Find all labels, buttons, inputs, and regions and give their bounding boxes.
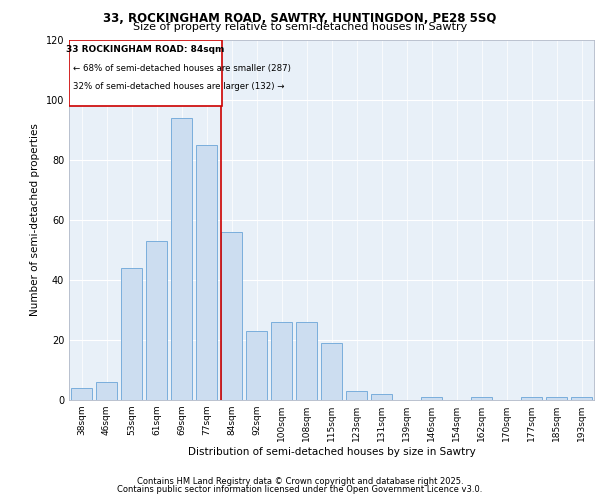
Bar	[546, 397, 567, 400]
Bar	[196, 145, 217, 400]
Bar	[471, 397, 492, 400]
Bar	[96, 382, 117, 400]
Bar	[121, 268, 142, 400]
Text: ← 68% of semi-detached houses are smaller (287): ← 68% of semi-detached houses are smalle…	[73, 64, 290, 73]
Text: 32% of semi-detached houses are larger (132) →: 32% of semi-detached houses are larger (…	[73, 82, 284, 91]
Text: Contains HM Land Registry data © Crown copyright and database right 2025.: Contains HM Land Registry data © Crown c…	[137, 477, 463, 486]
Bar	[69, 40, 222, 106]
Bar	[571, 397, 592, 400]
Bar	[371, 394, 392, 400]
Bar	[271, 322, 292, 400]
Text: 33, ROCKINGHAM ROAD, SAWTRY, HUNTINGDON, PE28 5SQ: 33, ROCKINGHAM ROAD, SAWTRY, HUNTINGDON,…	[103, 12, 497, 26]
Bar	[221, 232, 242, 400]
Bar	[146, 241, 167, 400]
Bar	[421, 397, 442, 400]
Text: 33 ROCKINGHAM ROAD: 84sqm: 33 ROCKINGHAM ROAD: 84sqm	[67, 44, 225, 54]
Bar	[171, 118, 192, 400]
Bar	[346, 391, 367, 400]
Bar	[71, 388, 92, 400]
Bar	[321, 343, 342, 400]
Bar	[521, 397, 542, 400]
Text: Contains public sector information licensed under the Open Government Licence v3: Contains public sector information licen…	[118, 485, 482, 494]
Y-axis label: Number of semi-detached properties: Number of semi-detached properties	[30, 124, 40, 316]
Bar	[246, 331, 267, 400]
X-axis label: Distribution of semi-detached houses by size in Sawtry: Distribution of semi-detached houses by …	[188, 447, 475, 457]
Text: Size of property relative to semi-detached houses in Sawtry: Size of property relative to semi-detach…	[133, 22, 467, 32]
Bar	[296, 322, 317, 400]
